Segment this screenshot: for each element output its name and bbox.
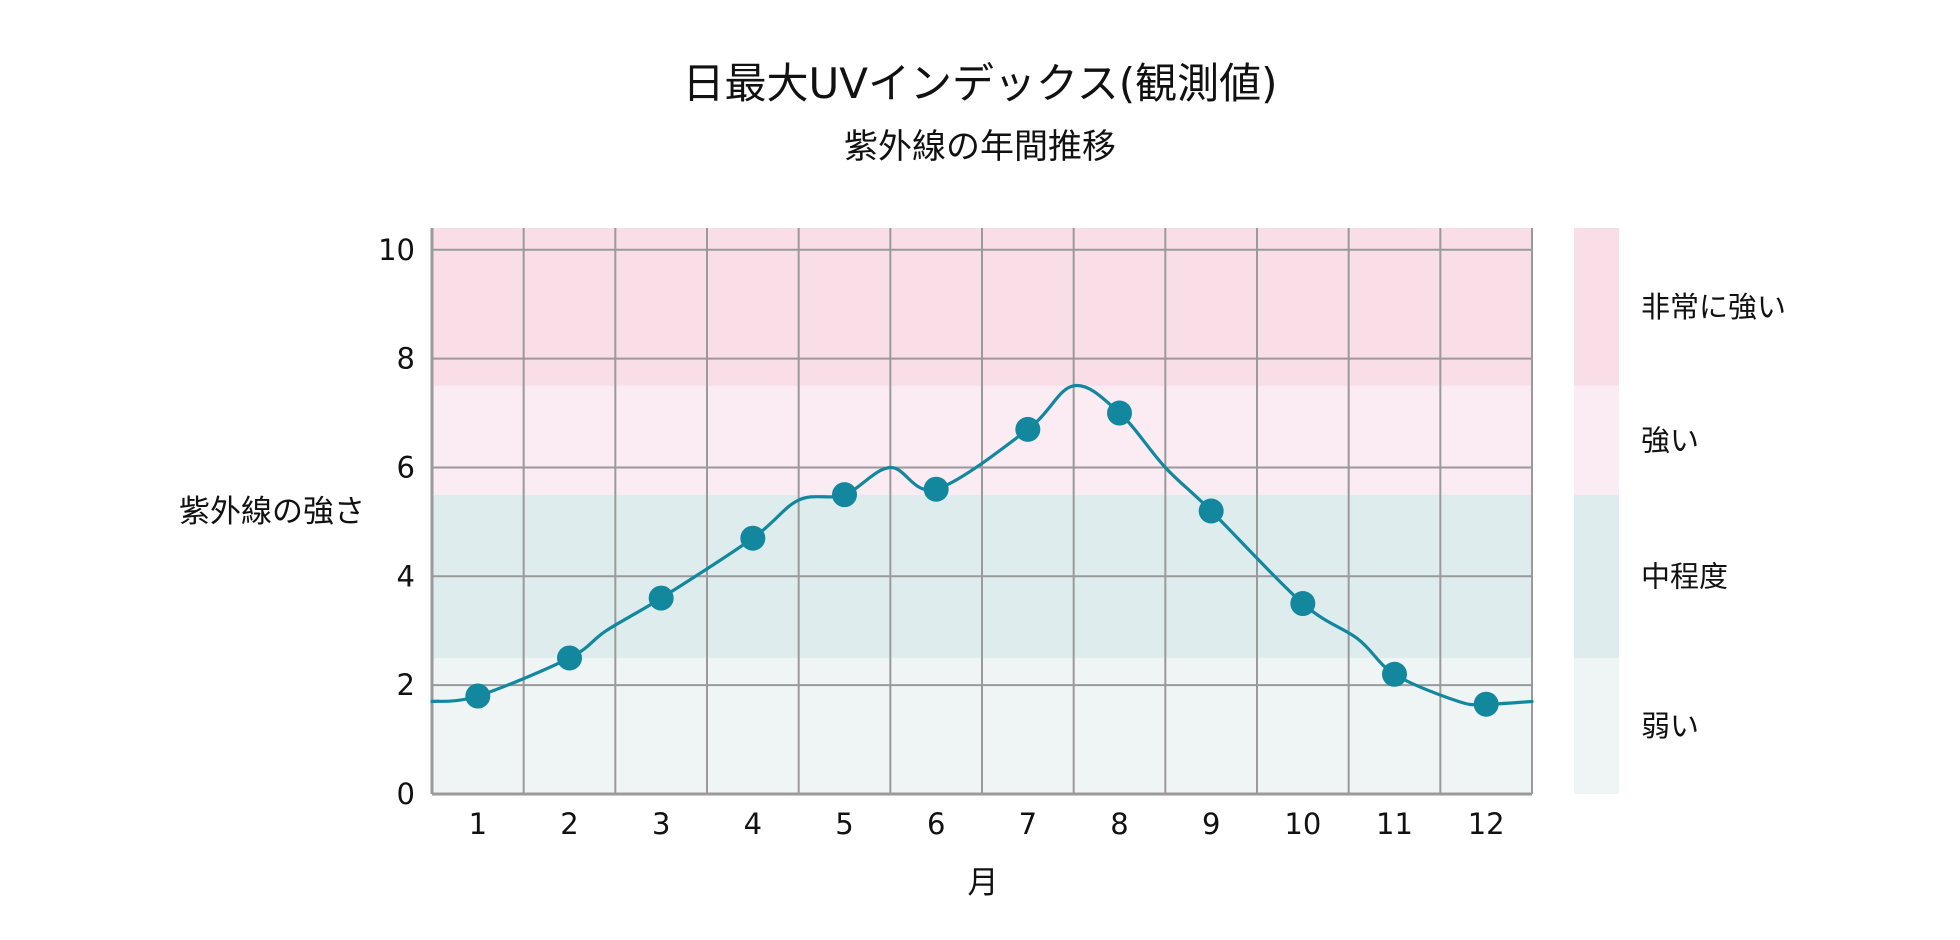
- data-point: [465, 683, 491, 709]
- data-point: [923, 476, 949, 502]
- x-tick-label: 7: [1019, 807, 1037, 841]
- data-point: [832, 482, 857, 508]
- legend-label-0: 弱い: [1641, 709, 1699, 743]
- x-tick-label: 1: [469, 807, 487, 841]
- x-tick-label: 8: [1110, 807, 1128, 841]
- data-point: [1473, 691, 1499, 717]
- uv-series: [430, 384, 1534, 717]
- legend-label-2: 強い: [1641, 423, 1699, 457]
- legend-swatch-0: [1574, 657, 1619, 794]
- legend-label-3: 非常に強い: [1641, 290, 1786, 324]
- legend-swatch-2: [1574, 385, 1619, 495]
- legend-swatch-3: [1574, 228, 1619, 386]
- x-tick-label: 11: [1376, 807, 1413, 841]
- x-axis-label: 月: [968, 865, 999, 901]
- data-point: [557, 645, 582, 671]
- y-tick-label: 8: [397, 342, 415, 376]
- x-tick-label: 9: [1202, 807, 1220, 841]
- data-point: [1382, 661, 1407, 687]
- x-tick-label: 5: [835, 807, 853, 841]
- x-axis-ticks: 1 2 3 4 5 6 7 8 9 10 11 12: [469, 807, 1505, 841]
- y-axis-label: 紫外線の強さ: [179, 494, 365, 530]
- y-tick-label: 6: [397, 450, 415, 484]
- data-point: [1198, 498, 1224, 524]
- band-legend: 弱い 中程度 強い 非常に強い: [1574, 228, 1786, 794]
- x-tick-label: 3: [652, 807, 670, 841]
- data-point: [648, 585, 674, 611]
- x-tick-label: 4: [744, 807, 762, 841]
- data-point: [740, 525, 766, 551]
- data-point: [1015, 416, 1041, 442]
- legend-label-1: 中程度: [1641, 559, 1728, 593]
- x-tick-label: 10: [1284, 807, 1321, 841]
- data-point: [1107, 400, 1132, 426]
- y-tick-label: 10: [378, 233, 415, 267]
- y-axis-ticks: 0 2 4 6 8 10: [378, 233, 415, 811]
- x-tick-label: 6: [927, 807, 945, 841]
- chart-title: 日最大UVインデックス(観測値): [683, 59, 1278, 108]
- chart-subtitle: 紫外線の年間推移: [844, 127, 1116, 167]
- y-tick-label: 4: [397, 559, 415, 593]
- x-tick-label: 2: [560, 807, 578, 841]
- grid: [430, 228, 1533, 796]
- y-tick-label: 2: [397, 668, 415, 702]
- x-tick-label: 12: [1468, 807, 1505, 841]
- y-tick-label: 0: [397, 777, 415, 811]
- data-point: [1290, 591, 1316, 617]
- legend-swatch-1: [1574, 494, 1619, 658]
